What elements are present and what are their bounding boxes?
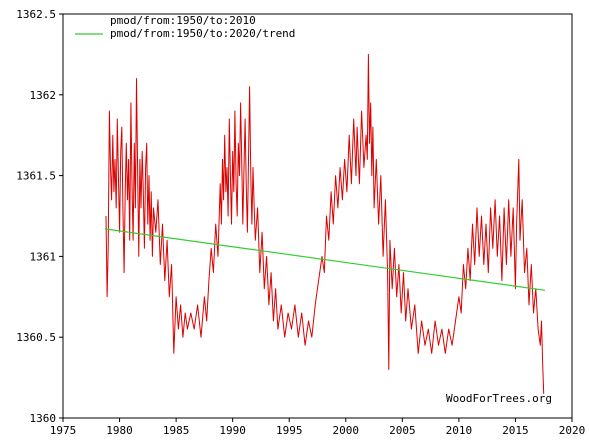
x-tick-label-1975: 1975	[50, 424, 77, 437]
y-tick-label-1: 1360.5	[16, 331, 56, 344]
x-tick-label-2020: 2020	[559, 424, 586, 437]
x-tick-label-1990: 1990	[219, 424, 246, 437]
series-line-trend	[104, 228, 545, 291]
y-axis: 1360 1360.5 1361 1361.5 1362 1362.5	[16, 8, 63, 425]
x-tick-label-2000: 2000	[333, 424, 360, 437]
series-layer	[104, 53, 545, 394]
legend-label-0: pmod/from:1950/to:2010	[110, 14, 256, 27]
x-tick-label-1985: 1985	[163, 424, 190, 437]
x-axis: 1975 1980 1985 1990 1995 2000 2005 2010 2015 2020	[50, 418, 586, 437]
y-tick-label-2: 1361	[30, 250, 57, 263]
y-tick-label-4: 1362	[30, 89, 57, 102]
x-tick-label-1980: 1980	[106, 424, 133, 437]
x-tick-label-2010: 2010	[446, 424, 473, 437]
y-tick-label-5: 1362.5	[16, 8, 56, 21]
x-tick-label-1995: 1995	[276, 424, 303, 437]
x-tick-label-2015: 2015	[502, 424, 529, 437]
plot-frame	[62, 13, 573, 419]
y-tick-label-0: 1360	[30, 412, 57, 425]
series-line-pmod	[105, 53, 545, 394]
y-tick-label-3: 1361.5	[16, 170, 56, 183]
x-tick-label-2005: 2005	[389, 424, 416, 437]
legend-label-1: pmod/from:1950/to:2020/trend	[110, 27, 295, 40]
legend: pmod/from:1950/to:2010pmod/from:1950/to:…	[75, 14, 295, 40]
watermark-text: WoodForTrees.org	[446, 392, 552, 405]
